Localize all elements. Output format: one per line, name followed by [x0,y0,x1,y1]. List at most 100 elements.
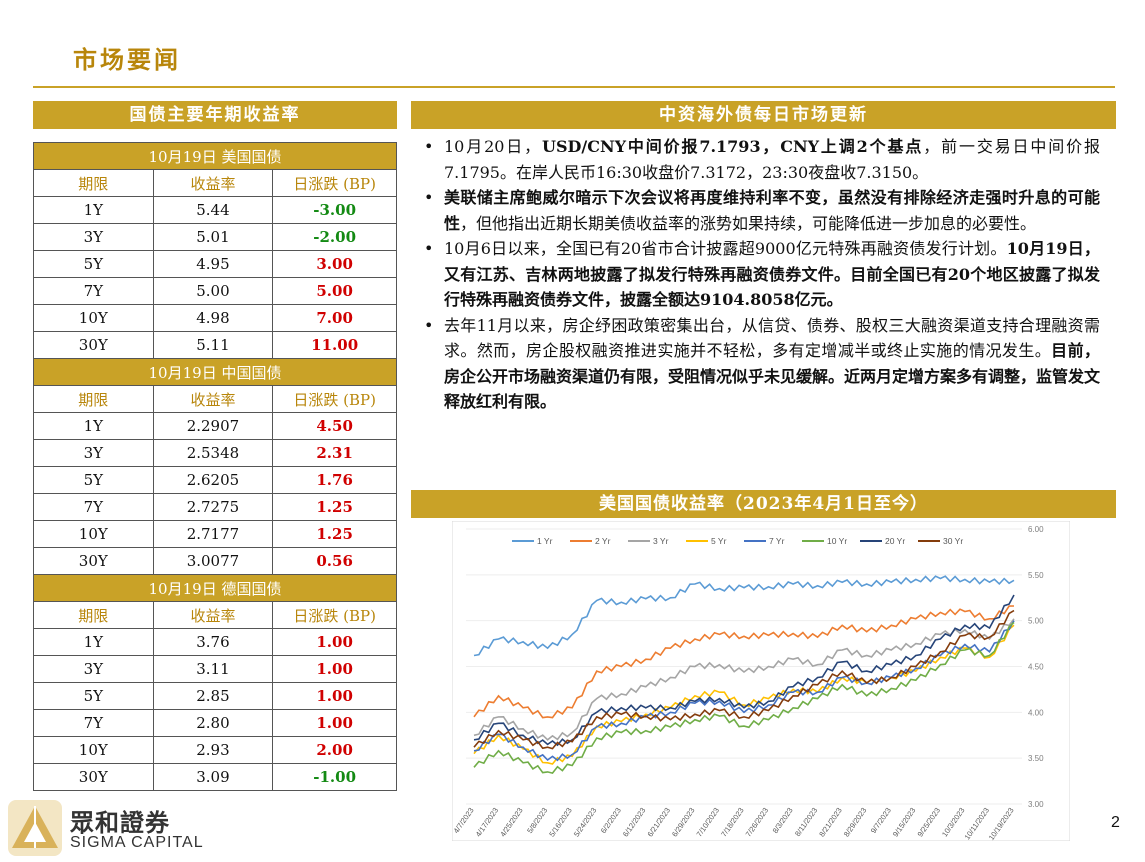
news-item: 美联储主席鲍威尔暗示下次会议将再度维持利率不变，虽然没有排除经济走强时升息的可能… [420,185,1100,236]
term-cell: 1Y [33,412,154,440]
table-row: 10Y 4.98 7.00 [33,304,397,332]
table-row: 5Y 2.85 1.00 [33,682,397,710]
yield-cell: 5.01 [152,223,274,251]
table-row: 5Y 4.95 3.00 [33,250,397,278]
news-panel-title: 中资海外债每日市场更新 [411,101,1116,129]
y-tick-label: 3.50 [1028,754,1044,763]
change-cell: -1.00 [272,763,397,791]
series-line-3-yr [473,618,1015,741]
term-cell: 7Y [33,493,154,521]
change-cell: 7.00 [272,304,397,332]
yield-cell: 3.0077 [152,547,274,575]
news-item: 去年11月以来，房企纾困政策密集出台，从信贷、债券、股权三大融资渠道支持合理融资… [420,313,1100,415]
legend-label: 7 Yr [769,536,785,546]
news-text: 去年11月以来，房企纾困政策密集出台，从信贷、债券、股权三大融资渠道支持合理融资… [444,315,1100,361]
change-cell: 1.25 [272,493,397,521]
column-header: 日涨跌 (BP) [272,169,397,197]
table-section-header: 10月19日 德国国债 [33,574,397,602]
column-header: 收益率 [152,601,274,629]
change-cell: 3.00 [272,250,397,278]
series-line-1-yr [473,575,1015,657]
term-cell: 10Y [33,736,154,764]
yield-cell: 2.80 [152,709,274,737]
column-header: 日涨跌 (BP) [272,385,397,413]
change-cell: 2.00 [272,736,397,764]
news-item: 10月6日以来，全国已有20省市合计披露超9000亿元特殊再融资债发行计划。10… [420,236,1100,313]
table-row: 10Y 2.93 2.00 [33,736,397,764]
table-column-header-row: 期限 收益率 日涨跌 (BP) [33,385,397,413]
change-cell: 2.31 [272,439,397,467]
table-section-header: 10月19日 中国国债 [33,358,397,386]
logo-emblem-icon [8,800,62,856]
yield-table-title: 国债主要年期收益率 [33,101,397,129]
table-row: 7Y 5.00 5.00 [33,277,397,305]
term-cell: 10Y [33,520,154,548]
series-line-30-yr [473,609,1015,750]
term-cell: 1Y [33,628,154,656]
table-row: 7Y 2.80 1.00 [33,709,397,737]
legend-label: 1 Yr [537,536,553,546]
table-row: 5Y 2.6205 1.76 [33,466,397,494]
change-cell: 1.00 [272,709,397,737]
term-cell: 5Y [33,682,154,710]
term-cell: 30Y [33,547,154,575]
y-tick-label: 4.00 [1028,708,1044,717]
table-row: 30Y 3.0077 0.56 [33,547,397,575]
chart-svg: 3.003.504.004.505.005.506.004/7/20234/17… [451,520,1071,842]
change-cell: 1.00 [272,655,397,683]
series-line-10-yr [473,621,1015,774]
term-cell: 30Y [33,763,154,791]
yield-cell: 2.2907 [152,412,274,440]
yield-cell: 4.95 [152,250,274,278]
y-tick-label: 3.00 [1028,800,1044,809]
news-text: 10月20日， [444,137,543,156]
news-item: 10月20日，USD/CNY中间价报7.1793，CNY上调2个基点，前一交易日… [420,134,1100,185]
table-column-header-row: 期限 收益率 日涨跌 (BP) [33,169,397,197]
change-cell: 1.00 [272,628,397,656]
yield-cell: 3.09 [152,763,274,791]
yield-cell: 5.00 [152,277,274,305]
term-cell: 10Y [33,304,154,332]
yield-cell: 5.11 [152,331,274,359]
y-tick-label: 6.00 [1028,525,1044,534]
change-cell: 1.76 [272,466,397,494]
table-row: 3Y 5.01 -2.00 [33,223,397,251]
change-cell: 4.50 [272,412,397,440]
sigma-capital-logo [6,798,216,860]
column-header: 收益率 [152,169,274,197]
y-tick-label: 4.50 [1028,663,1044,672]
y-tick-label: 5.00 [1028,617,1044,626]
news-text: 10月19日，又有江苏、吉林两地披露了拟发行特殊再融资债券文件。目前全国已有20… [444,239,1100,309]
yield-cell: 2.93 [152,736,274,764]
legend-label: 2 Yr [595,536,611,546]
change-cell: 11.00 [272,331,397,359]
table-column-header-row: 期限 收益率 日涨跌 (BP) [33,601,397,629]
column-header: 期限 [33,601,154,629]
legend-label: 3 Yr [653,536,669,546]
column-header: 期限 [33,169,154,197]
legend-label: 20 Yr [885,536,905,546]
term-cell: 3Y [33,655,154,683]
term-cell: 30Y [33,331,154,359]
yield-cell: 2.6205 [152,466,274,494]
page-number: 2 [1111,814,1120,831]
table-row: 1Y 5.44 -3.00 [33,196,397,224]
change-cell: -3.00 [272,196,397,224]
y-tick-label: 5.50 [1028,571,1044,580]
change-cell: 1.25 [272,520,397,548]
yield-cell: 2.7177 [152,520,274,548]
change-cell: 5.00 [272,277,397,305]
column-header: 日涨跌 (BP) [272,601,397,629]
change-cell: -2.00 [272,223,397,251]
company-name: 眾和證券 [70,809,170,837]
chart-plot-area [451,520,1071,842]
legend-label: 10 Yr [827,536,847,546]
term-cell: 7Y [33,277,154,305]
table-row: 10Y 2.7177 1.25 [33,520,397,548]
yield-cell: 5.44 [152,196,274,224]
table-section-header: 10月19日 美国国债 [33,142,397,170]
term-cell: 7Y [33,709,154,737]
term-cell: 3Y [33,439,154,467]
title-divider [33,86,1115,88]
table-row: 7Y 2.7275 1.25 [33,493,397,521]
